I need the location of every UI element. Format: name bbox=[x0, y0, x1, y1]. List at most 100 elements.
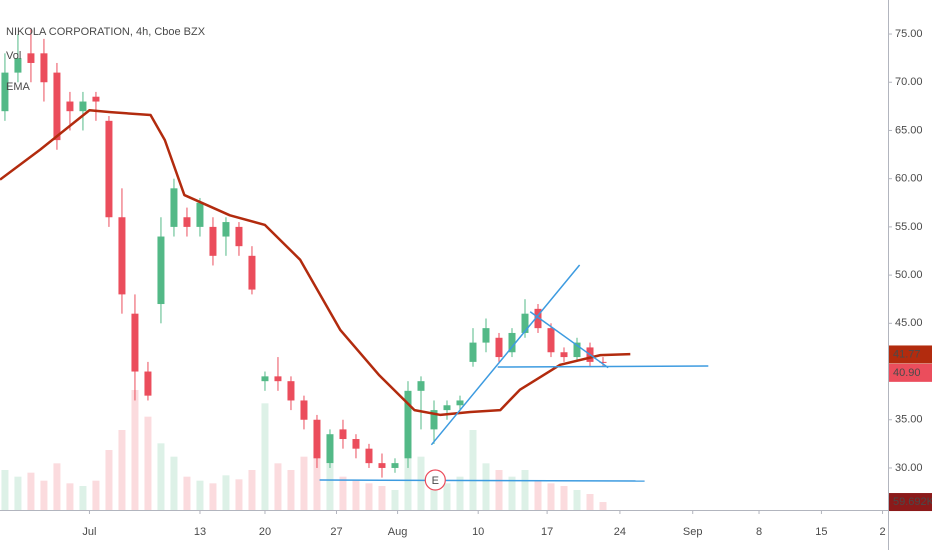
volume-bar bbox=[404, 443, 412, 510]
y-tick-label: 60.00 bbox=[895, 173, 923, 185]
candle-body bbox=[404, 390, 412, 459]
trend-line bbox=[529, 311, 609, 369]
volume-bar bbox=[183, 476, 191, 510]
volume-bar bbox=[14, 476, 22, 510]
candle-body bbox=[27, 53, 35, 63]
candle-body bbox=[1, 72, 9, 112]
volume-bar bbox=[40, 480, 48, 510]
y-tick-label: 65.00 bbox=[895, 124, 923, 136]
volume-bar bbox=[261, 403, 269, 510]
candle-body bbox=[417, 381, 425, 391]
volume-bar bbox=[365, 483, 373, 510]
volume-bar bbox=[521, 470, 529, 510]
candle-body bbox=[495, 337, 503, 358]
candle-body bbox=[573, 342, 581, 358]
x-tick-label: 13 bbox=[194, 526, 206, 538]
candle-body bbox=[287, 381, 295, 401]
volume-bar bbox=[209, 483, 217, 510]
volume-bar bbox=[534, 480, 542, 510]
volume-bar bbox=[235, 479, 243, 510]
candle-body bbox=[144, 371, 152, 396]
volume-bar bbox=[66, 483, 74, 510]
x-tick-label: 27 bbox=[330, 526, 342, 538]
x-tick-label: 15 bbox=[815, 526, 827, 538]
volume-bar bbox=[144, 416, 152, 510]
volume-bar bbox=[391, 490, 399, 510]
candle-body bbox=[313, 419, 321, 459]
candle-body bbox=[157, 236, 165, 305]
candle-body bbox=[456, 400, 464, 406]
candle-body bbox=[365, 448, 373, 464]
y-tick-label: 30.00 bbox=[895, 462, 923, 474]
candle-body bbox=[53, 72, 61, 141]
x-tick-label: 17 bbox=[541, 526, 553, 538]
volume-bar bbox=[27, 472, 35, 510]
volume-bar bbox=[248, 470, 256, 510]
volume-bar bbox=[300, 456, 308, 510]
x-tick-label: 24 bbox=[614, 526, 626, 538]
volume-bar bbox=[222, 475, 230, 510]
candle-body bbox=[66, 101, 74, 112]
volume-bar bbox=[53, 463, 61, 510]
candle-body bbox=[170, 188, 178, 227]
candle-body bbox=[508, 332, 516, 353]
trend-line bbox=[430, 264, 581, 446]
chart-title: NIKOLA CORPORATION, 4h, Cboe BZX bbox=[6, 26, 206, 38]
x-tick-label: 2 bbox=[879, 526, 885, 538]
candle-body bbox=[534, 308, 542, 329]
volume-bar bbox=[131, 390, 139, 510]
volume-bar bbox=[170, 456, 178, 510]
volume-bar bbox=[547, 483, 555, 510]
candle-body bbox=[118, 217, 126, 295]
price-tag-label: 40.90 bbox=[893, 367, 921, 379]
volume-bar bbox=[118, 430, 126, 510]
y-tick-label: 35.00 bbox=[895, 414, 923, 426]
candle-body bbox=[222, 222, 230, 237]
volume-bar bbox=[560, 486, 568, 510]
candle-body bbox=[300, 400, 308, 420]
earnings-label: E bbox=[432, 475, 439, 487]
volume-bar bbox=[105, 450, 113, 510]
candle-body bbox=[209, 226, 217, 256]
x-tick-label: 8 bbox=[756, 526, 762, 538]
volume-bar bbox=[482, 463, 490, 510]
volume-bar bbox=[313, 450, 321, 510]
x-tick-label: Sep bbox=[683, 526, 703, 538]
time-axis-panel bbox=[0, 510, 888, 550]
volume-bar bbox=[352, 480, 360, 510]
candle-body bbox=[443, 405, 451, 411]
volume-bar bbox=[469, 430, 477, 510]
x-tick-label: 20 bbox=[259, 526, 271, 538]
x-tick-label: Jul bbox=[82, 526, 96, 538]
candle-body bbox=[326, 434, 334, 464]
volume-bar bbox=[326, 463, 334, 510]
candle-body bbox=[547, 328, 555, 353]
candle-body bbox=[40, 53, 48, 83]
volume-bar bbox=[599, 502, 607, 510]
price-tag bbox=[889, 493, 932, 512]
y-tick-label: 55.00 bbox=[895, 221, 923, 233]
volume-bar bbox=[586, 494, 594, 510]
volume-bar bbox=[1, 470, 9, 510]
volume-bar bbox=[157, 443, 165, 510]
volume-bar bbox=[339, 476, 347, 510]
candle-body bbox=[391, 463, 399, 468]
volume-bar bbox=[456, 476, 464, 510]
price-tag bbox=[889, 345, 932, 364]
trend-line bbox=[497, 365, 709, 368]
candle-body bbox=[79, 101, 87, 112]
volume-bar bbox=[417, 456, 425, 510]
y-tick-label: 70.00 bbox=[895, 76, 923, 88]
candle-body bbox=[378, 463, 386, 468]
candle-body bbox=[430, 410, 438, 430]
price-tag-label: 41.77 bbox=[893, 348, 921, 360]
axes: 30.0035.0040.0045.0050.0055.0060.0065.00… bbox=[82, 28, 932, 538]
price-axis-panel bbox=[888, 0, 932, 550]
plot-area: E bbox=[0, 29, 709, 510]
candle-body bbox=[274, 376, 282, 382]
candle-body bbox=[92, 96, 100, 102]
volume-bar bbox=[508, 476, 516, 510]
volume-bar bbox=[196, 480, 204, 510]
